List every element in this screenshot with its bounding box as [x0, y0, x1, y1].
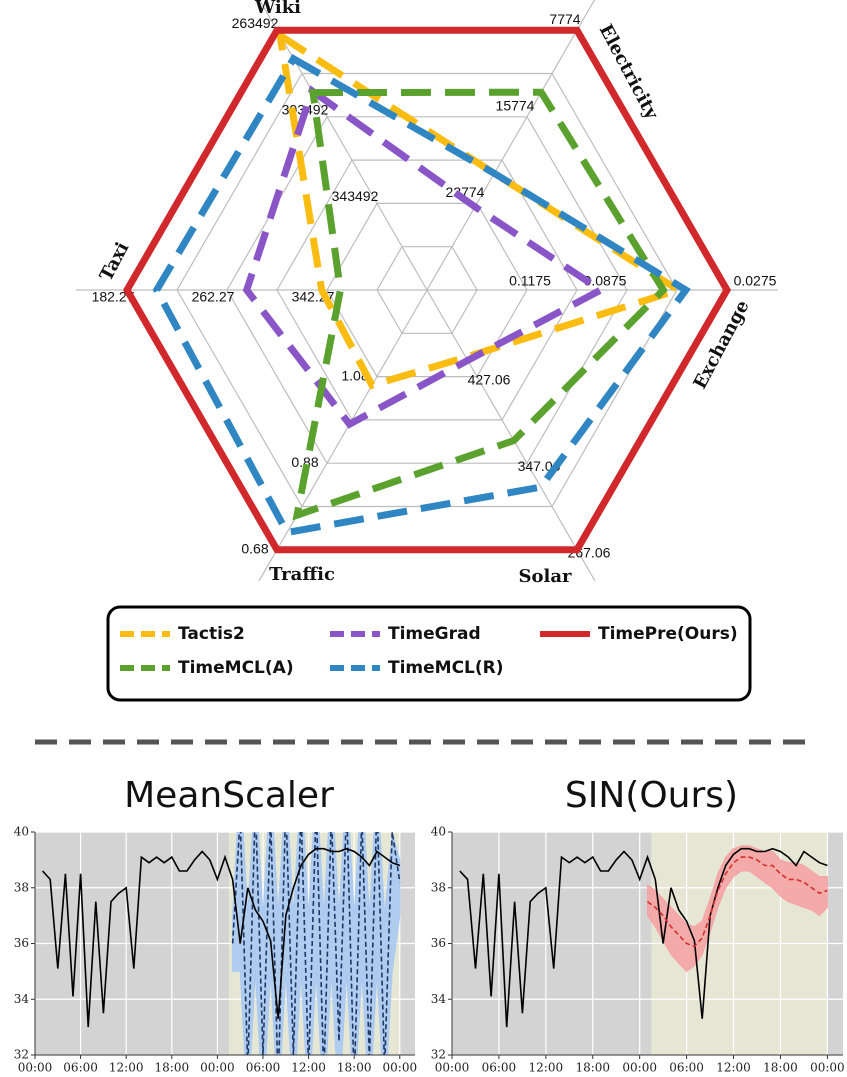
axis-name: Taxi — [96, 239, 134, 285]
x-tick-label: 12:00 — [109, 1061, 144, 1075]
x-tick-label: 18:00 — [155, 1061, 190, 1075]
x-tick-label: 06:00 — [246, 1061, 281, 1075]
series-line — [459, 847, 828, 1028]
tick-label: 427.06 — [468, 371, 511, 387]
radar-series — [242, 85, 608, 429]
plot-area — [42, 832, 401, 1055]
y-tick-label: 34 — [431, 992, 447, 1006]
spoke — [426, 0, 596, 291]
radar-series — [122, 26, 732, 554]
plot-area — [459, 845, 828, 1028]
legend-label: TimeGrad — [388, 624, 481, 644]
x-tick-label: 00:00 — [435, 1061, 470, 1075]
legend-box — [106, 605, 752, 702]
axis-name: Wiki — [254, 0, 301, 18]
tick-label: 15774 — [496, 97, 535, 113]
x-tick-label: 00:00 — [383, 1061, 418, 1075]
x-tick-label: 00:00 — [200, 1061, 235, 1075]
legend-label: TimeMCL(R) — [388, 658, 504, 678]
chart-title: MeanScaler — [124, 775, 334, 816]
tick-label: 182.27 — [92, 289, 135, 305]
legend-label: Tactis2 — [178, 624, 245, 644]
y-tick-label: 34 — [14, 992, 30, 1006]
tick-label: 0.88 — [291, 454, 318, 470]
y-tick-label: 40 — [431, 825, 446, 839]
tick-label: 263492 — [232, 15, 279, 31]
y-tick-label: 32 — [431, 1048, 446, 1062]
axis-name: Traffic — [269, 564, 335, 585]
tick-label: 0.0275 — [734, 273, 777, 289]
y-tick-label: 38 — [14, 880, 29, 894]
radar-series — [275, 28, 687, 390]
tick-label: 343492 — [332, 188, 379, 204]
spoke — [426, 289, 596, 582]
x-tick-label: 00:00 — [18, 1061, 53, 1075]
legend-label: TimePre(Ours) — [598, 624, 738, 644]
x-tick-label: 00:00 — [810, 1061, 845, 1075]
series-line — [231, 832, 401, 1055]
x-tick-label: 06:00 — [63, 1061, 98, 1075]
x-tick-label: 18:00 — [575, 1061, 610, 1075]
tick-label: 0.0875 — [584, 273, 627, 289]
x-tick-label: 12:00 — [291, 1061, 326, 1075]
x-tick-label: 00:00 — [622, 1061, 657, 1075]
forecast-band — [232, 832, 401, 1055]
tick-label: 0.68 — [241, 541, 268, 557]
y-tick-label: 40 — [14, 825, 29, 839]
chart-title: SIN(Ours) — [565, 775, 738, 816]
radar-series — [292, 88, 668, 521]
series-line — [647, 856, 828, 948]
forecast-band — [647, 845, 828, 973]
series-line — [42, 847, 401, 1028]
y-tick-label: 36 — [431, 936, 446, 950]
x-tick-label: 12:00 — [529, 1061, 564, 1075]
x-tick-label: 06:00 — [669, 1061, 704, 1075]
legend-label: TimeMCL(A) — [178, 658, 294, 678]
spoke — [258, 289, 428, 582]
x-tick-label: 12:00 — [716, 1061, 751, 1075]
x-tick-label: 06:00 — [482, 1061, 517, 1075]
axis-name: Solar — [519, 566, 573, 587]
radar-series — [152, 54, 691, 537]
tick-label: 0.1175 — [509, 273, 551, 289]
y-tick-label: 36 — [14, 936, 29, 950]
y-tick-label: 38 — [431, 880, 446, 894]
spoke — [258, 0, 428, 291]
x-tick-label: 18:00 — [337, 1061, 372, 1075]
tick-label: 262.27 — [192, 289, 235, 305]
x-tick-label: 18:00 — [763, 1061, 798, 1075]
y-tick-label: 32 — [14, 1048, 29, 1062]
tick-label: 7774 — [549, 11, 580, 27]
